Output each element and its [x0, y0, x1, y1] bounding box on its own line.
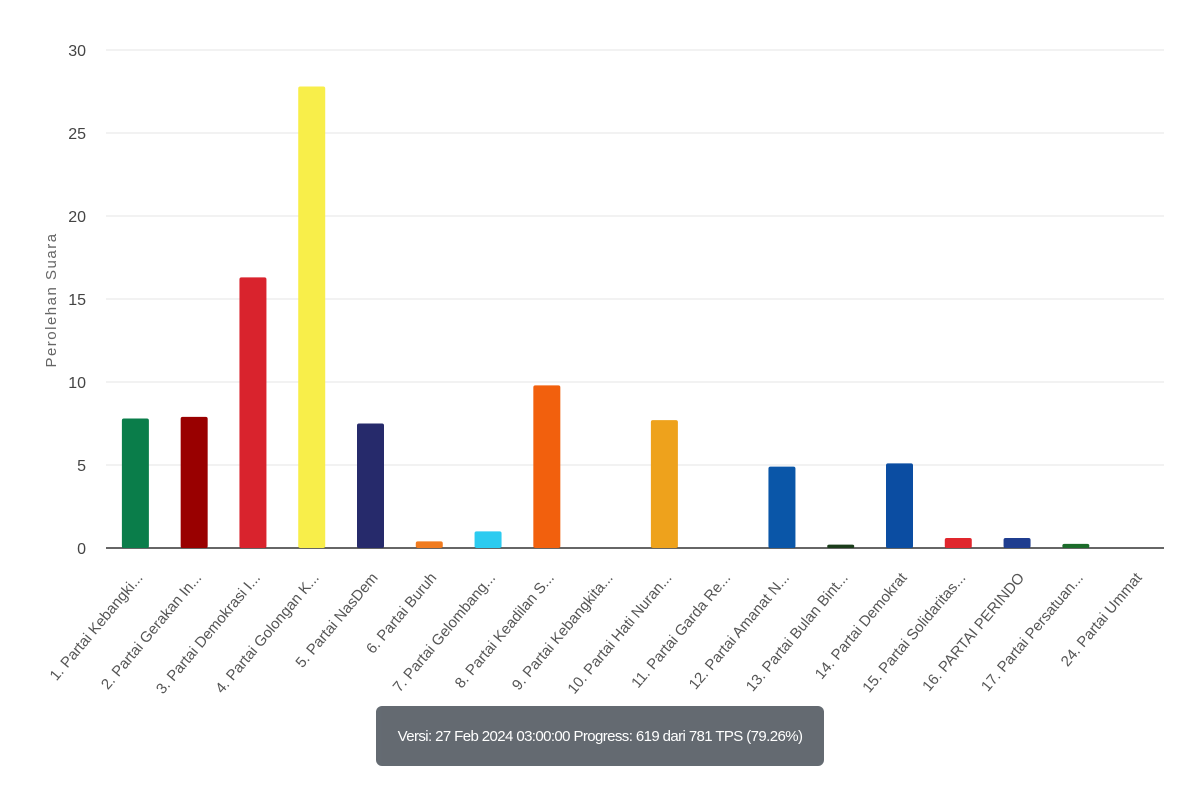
y-tick-label: 15	[68, 292, 86, 309]
bar[interactable]	[827, 544, 855, 548]
y-tick-label: 5	[77, 458, 86, 475]
bar[interactable]	[474, 531, 502, 548]
x-tick-label: 15. Partai Solidaritas...	[859, 570, 969, 697]
x-tick-label: 12. Partai Amanat N...	[686, 570, 793, 693]
bar[interactable]	[357, 423, 384, 549]
x-tick-label: 17. Partai Persatuan...	[978, 570, 1087, 695]
bar[interactable]	[1003, 538, 1031, 548]
bar[interactable]	[944, 538, 972, 548]
x-tick-label: 10. Partai Hati Nuran...	[564, 570, 675, 698]
x-tick-label: 7. Partai Gelombang...	[390, 570, 500, 696]
bar[interactable]	[768, 466, 796, 548]
bar[interactable]	[415, 541, 443, 548]
x-tick-label: 11. Partai Garda Re...	[628, 570, 734, 692]
bar[interactable]	[650, 420, 678, 548]
x-tick-label: 8. Partai Keadilan S...	[452, 570, 558, 692]
y-tick-label: 25	[68, 126, 86, 143]
bar[interactable]	[180, 416, 208, 548]
bar[interactable]	[533, 385, 561, 548]
bar[interactable]	[239, 277, 267, 548]
bar[interactable]	[886, 463, 913, 548]
y-tick-label: 20	[68, 209, 86, 226]
y-axis-label: Perolehan Suara	[43, 232, 60, 367]
version-progress-tooltip: Versi: 27 Feb 2024 03:00:00 Progress: 61…	[376, 706, 824, 766]
x-tick-label: 9. Partai Kebangkita...	[509, 570, 617, 694]
x-tick-label: 2. Partai Gerakan In...	[98, 570, 205, 693]
bar[interactable]	[121, 418, 149, 548]
x-tick-label: 16. PARTAI PERINDO	[919, 570, 1028, 695]
bar[interactable]	[298, 86, 326, 549]
x-tick-label: 3. Partai Demokrasi I...	[153, 570, 264, 698]
x-tick-label: 4. Partai Golongan K...	[212, 570, 323, 697]
y-tick-label: 30	[68, 43, 86, 60]
y-tick-label: 0	[77, 541, 86, 558]
y-tick-label: 10	[68, 375, 86, 392]
bar[interactable]	[1062, 543, 1090, 548]
x-tick-label: 13. Partai Bulan Bint...	[743, 570, 852, 695]
